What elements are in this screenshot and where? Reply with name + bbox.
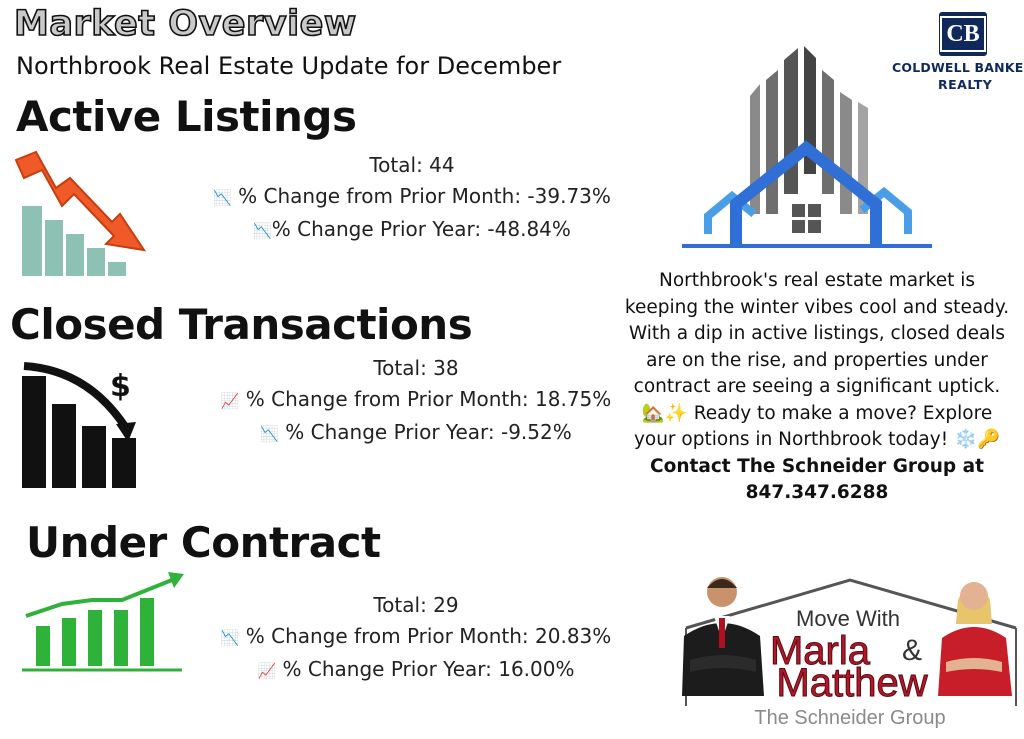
matthew-photo-icon xyxy=(682,577,764,696)
stats-under-contract: Total: 29 📉 % Change from Prior Month: 2… xyxy=(196,590,636,687)
chart-increasing-icon: 📈 xyxy=(257,662,277,680)
falling-chart-icon xyxy=(14,150,147,276)
summary-line: With a dip in active listings, closed de… xyxy=(628,323,1006,344)
dollar-decline-chart-icon: $ xyxy=(22,362,136,488)
summary-line: 🏡✨ Ready to make a move? Explore xyxy=(641,402,993,424)
summary-line: are on the rise, and properties under xyxy=(646,349,988,371)
year-change-under-contract: % Change Prior Year: 16.00% xyxy=(282,657,575,681)
brand-line1: Move With xyxy=(796,606,900,631)
chart-decreasing-icon: 📉 xyxy=(253,222,272,240)
summary-line: your options in Northbrook today! ❄️🔑 xyxy=(633,429,1001,450)
stats-closed-transactions: Total: 38 📈 % Change from Prior Month: 1… xyxy=(196,353,636,450)
brand-line3: Matthew xyxy=(776,661,927,705)
section-heading-under-contract: Under Contract xyxy=(26,518,381,567)
section-heading-closed-transactions: Closed Transactions xyxy=(10,300,473,349)
marla-photo-icon xyxy=(938,582,1012,696)
logo-monogram: CB xyxy=(940,16,986,52)
brand-line2: Marla xyxy=(770,629,871,673)
chart-decreasing-icon: 📉 xyxy=(220,629,240,647)
logo-name: COLDWELL BANKER xyxy=(892,60,1024,75)
rising-chart-icon xyxy=(22,572,184,672)
chart-decreasing-icon: 📉 xyxy=(260,425,279,443)
year-change-closed-transactions: % Change Prior Year: -9.52% xyxy=(285,420,572,444)
market-summary-paragraph: Northbrook's real estate market is keepi… xyxy=(612,268,1022,507)
summary-line: keeping the winter vibes cool and steady… xyxy=(624,296,1010,318)
month-change-closed-transactions: % Change from Prior Month: 18.75% xyxy=(245,387,612,411)
brand-banner: Move With Marla & Matthew The Schneider … xyxy=(682,577,1017,729)
page-subtitle: Northbrook Real Estate Update for Decemb… xyxy=(16,52,562,80)
brand-group: The Schneider Group xyxy=(754,707,945,729)
contact-text: Contact The Schneider Group at xyxy=(650,455,984,477)
year-change-active-listings: % Change Prior Year: -48.84% xyxy=(271,217,571,241)
total-under-contract: Total: 29 xyxy=(373,593,459,617)
summary-line: contract are seeing a significant uptick… xyxy=(633,376,1001,397)
brand-amp: & xyxy=(902,634,922,667)
city-house-icon xyxy=(682,46,932,248)
stats-active-listings: Total: 44 📉 % Change from Prior Month: -… xyxy=(192,150,632,247)
month-change-active-listings: % Change from Prior Month: -39.73% xyxy=(238,184,611,208)
month-change-under-contract: % Change from Prior Month: 20.83% xyxy=(245,624,612,648)
logo-sub: REALTY xyxy=(938,77,993,92)
total-active-listings: Total: 44 xyxy=(369,153,455,177)
svg-text:$: $ xyxy=(110,369,131,404)
total-closed-transactions: Total: 38 xyxy=(373,356,459,380)
contact-phone: 847.347.6288 xyxy=(745,482,889,503)
chart-decreasing-icon: 📉 xyxy=(213,189,232,207)
chart-increasing-icon: 📈 xyxy=(220,392,240,410)
coldwell-banker-logo-icon: CB xyxy=(939,12,987,56)
summary-line: Northbrook's real estate market is xyxy=(658,270,976,291)
section-heading-active-listings: Active Listings xyxy=(16,92,357,141)
page-title: Market Overview xyxy=(13,3,357,45)
